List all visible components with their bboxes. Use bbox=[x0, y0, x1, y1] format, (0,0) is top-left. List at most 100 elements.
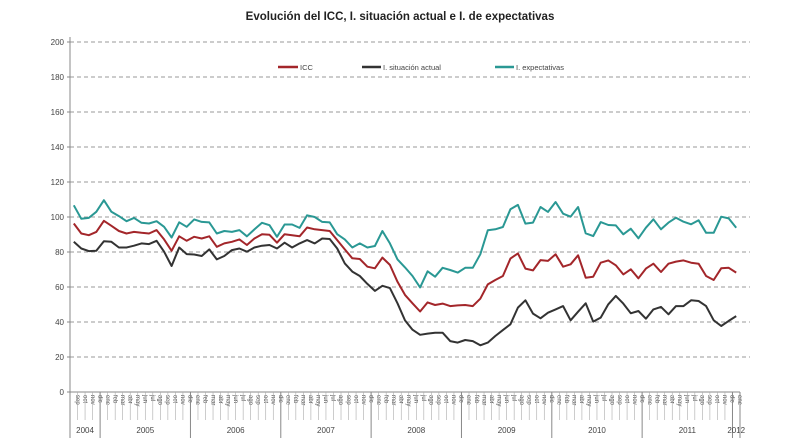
series-line-3 bbox=[72, 199, 737, 289]
x-month-label: oct bbox=[623, 395, 629, 403]
x-month-label: ene bbox=[465, 395, 471, 406]
x-month-label: jul bbox=[691, 394, 697, 401]
x-month-label: nov bbox=[631, 395, 637, 405]
x-month-label: dic bbox=[638, 395, 644, 403]
x-month-label: may bbox=[134, 395, 140, 406]
y-tick-label: 60 bbox=[55, 283, 64, 292]
x-month-label: jun bbox=[503, 394, 509, 403]
y-tick-label: 120 bbox=[51, 178, 65, 187]
y-tick-label: 200 bbox=[51, 38, 65, 47]
series-line-1 bbox=[73, 219, 737, 313]
x-month-label: dic bbox=[96, 395, 102, 403]
y-tick-label: 20 bbox=[55, 353, 64, 362]
x-month-label: feb bbox=[653, 395, 659, 404]
x-month-label: ene bbox=[375, 395, 381, 406]
series-lines bbox=[72, 199, 737, 347]
x-month-label: may bbox=[315, 395, 321, 406]
x-month-label: nov bbox=[450, 395, 456, 405]
x-month-label: jun bbox=[232, 394, 238, 403]
chart-title: Evolución del ICC, I. situación actual e… bbox=[246, 11, 555, 23]
x-month-label: abr bbox=[578, 395, 584, 404]
x-year-label: 2009 bbox=[498, 426, 516, 435]
x-month-label: oct bbox=[443, 395, 449, 403]
x-year-label: 2004 bbox=[76, 426, 94, 435]
legend-label-icc: ICC bbox=[300, 63, 314, 72]
series-points-3 bbox=[73, 200, 737, 288]
series-points-1 bbox=[73, 220, 737, 312]
x-month-label: oct bbox=[533, 395, 539, 403]
x-month-label: ago bbox=[699, 395, 705, 406]
x-month-label: mar bbox=[661, 395, 667, 405]
legend: ICC I. situación actual I. expectativas bbox=[278, 63, 564, 72]
x-month-label: abr bbox=[307, 395, 313, 404]
x-month-label: abr bbox=[126, 395, 132, 404]
x-month-label: ene bbox=[194, 395, 200, 406]
x-month-label: mar bbox=[119, 395, 125, 405]
x-month-label: nov bbox=[721, 395, 727, 405]
x-month-label: mar bbox=[209, 395, 215, 405]
x-month-label: may bbox=[224, 395, 230, 406]
legend-label-situacion-actual: I. situación actual bbox=[383, 63, 441, 72]
x-month-label: jun bbox=[142, 394, 148, 403]
x-month-label: jun bbox=[684, 394, 690, 403]
x-month-label: dic bbox=[729, 395, 735, 403]
x-month-label: feb bbox=[563, 395, 569, 404]
y-tick-label: 0 bbox=[60, 388, 65, 397]
x-month-label: dic bbox=[187, 395, 193, 403]
legend-item-situacion-actual: I. situación actual bbox=[362, 63, 441, 72]
x-year-label: 2012 bbox=[727, 426, 745, 435]
x-month-label: ago bbox=[157, 395, 163, 406]
x-month-label: jul bbox=[330, 394, 336, 401]
x-month-label: ago bbox=[247, 395, 253, 406]
x-month-label: nov bbox=[179, 395, 185, 405]
x-year-label: 2007 bbox=[317, 426, 335, 435]
x-month-label: mar bbox=[480, 395, 486, 405]
x-month-label: sep bbox=[74, 395, 80, 405]
x-month-label: oct bbox=[262, 395, 268, 403]
x-month-label: sep bbox=[525, 395, 531, 405]
x-month-label: may bbox=[405, 395, 411, 406]
x-month-label: sep bbox=[254, 395, 260, 405]
x-month-label: may bbox=[586, 395, 592, 406]
y-tick-label: 80 bbox=[55, 248, 64, 257]
x-month-label: dic bbox=[367, 395, 373, 403]
x-year-label: 2010 bbox=[588, 426, 606, 435]
y-tick-label: 40 bbox=[55, 318, 64, 327]
x-month-label: dic bbox=[277, 395, 283, 403]
x-year-label: 2008 bbox=[407, 426, 425, 435]
x-month-label: ene bbox=[736, 395, 742, 406]
y-tick-label: 180 bbox=[51, 73, 65, 82]
x-month-label: ago bbox=[428, 395, 434, 406]
x-month-label: mar bbox=[571, 395, 577, 405]
x-month-label: abr bbox=[217, 395, 223, 404]
x-month-label: nov bbox=[360, 395, 366, 405]
x-month-label: ago bbox=[518, 395, 524, 406]
x-month-label: abr bbox=[488, 395, 494, 404]
x-month-label: mar bbox=[390, 395, 396, 405]
x-month-label: ene bbox=[104, 395, 110, 406]
x-month-label: feb bbox=[382, 395, 388, 404]
x-month-label: jun bbox=[322, 394, 328, 403]
x-month-label: ago bbox=[337, 395, 343, 406]
x-month-label: jun bbox=[413, 394, 419, 403]
x-month-label: may bbox=[676, 395, 682, 406]
x-month-label: jul bbox=[239, 394, 245, 401]
x-month-label: dic bbox=[548, 395, 554, 403]
x-month-label: sep bbox=[706, 395, 712, 405]
x-month-label: nov bbox=[269, 395, 275, 405]
x-month-label: ene bbox=[556, 395, 562, 406]
y-tick-label: 160 bbox=[51, 108, 65, 117]
legend-item-icc: ICC bbox=[278, 63, 314, 72]
y-tick-label: 100 bbox=[51, 213, 65, 222]
x-year-label: 2005 bbox=[136, 426, 154, 435]
x-month-label: sep bbox=[616, 395, 622, 405]
x-month-label: oct bbox=[172, 395, 178, 403]
x-month-label: may bbox=[495, 395, 501, 406]
x-year-label: 2011 bbox=[679, 426, 697, 435]
x-month-label: jul bbox=[601, 394, 607, 401]
y-tick-label: 140 bbox=[51, 143, 65, 152]
x-month-label: sep bbox=[345, 395, 351, 405]
x-month-label: nov bbox=[541, 395, 547, 405]
x-month-label: abr bbox=[397, 395, 403, 404]
